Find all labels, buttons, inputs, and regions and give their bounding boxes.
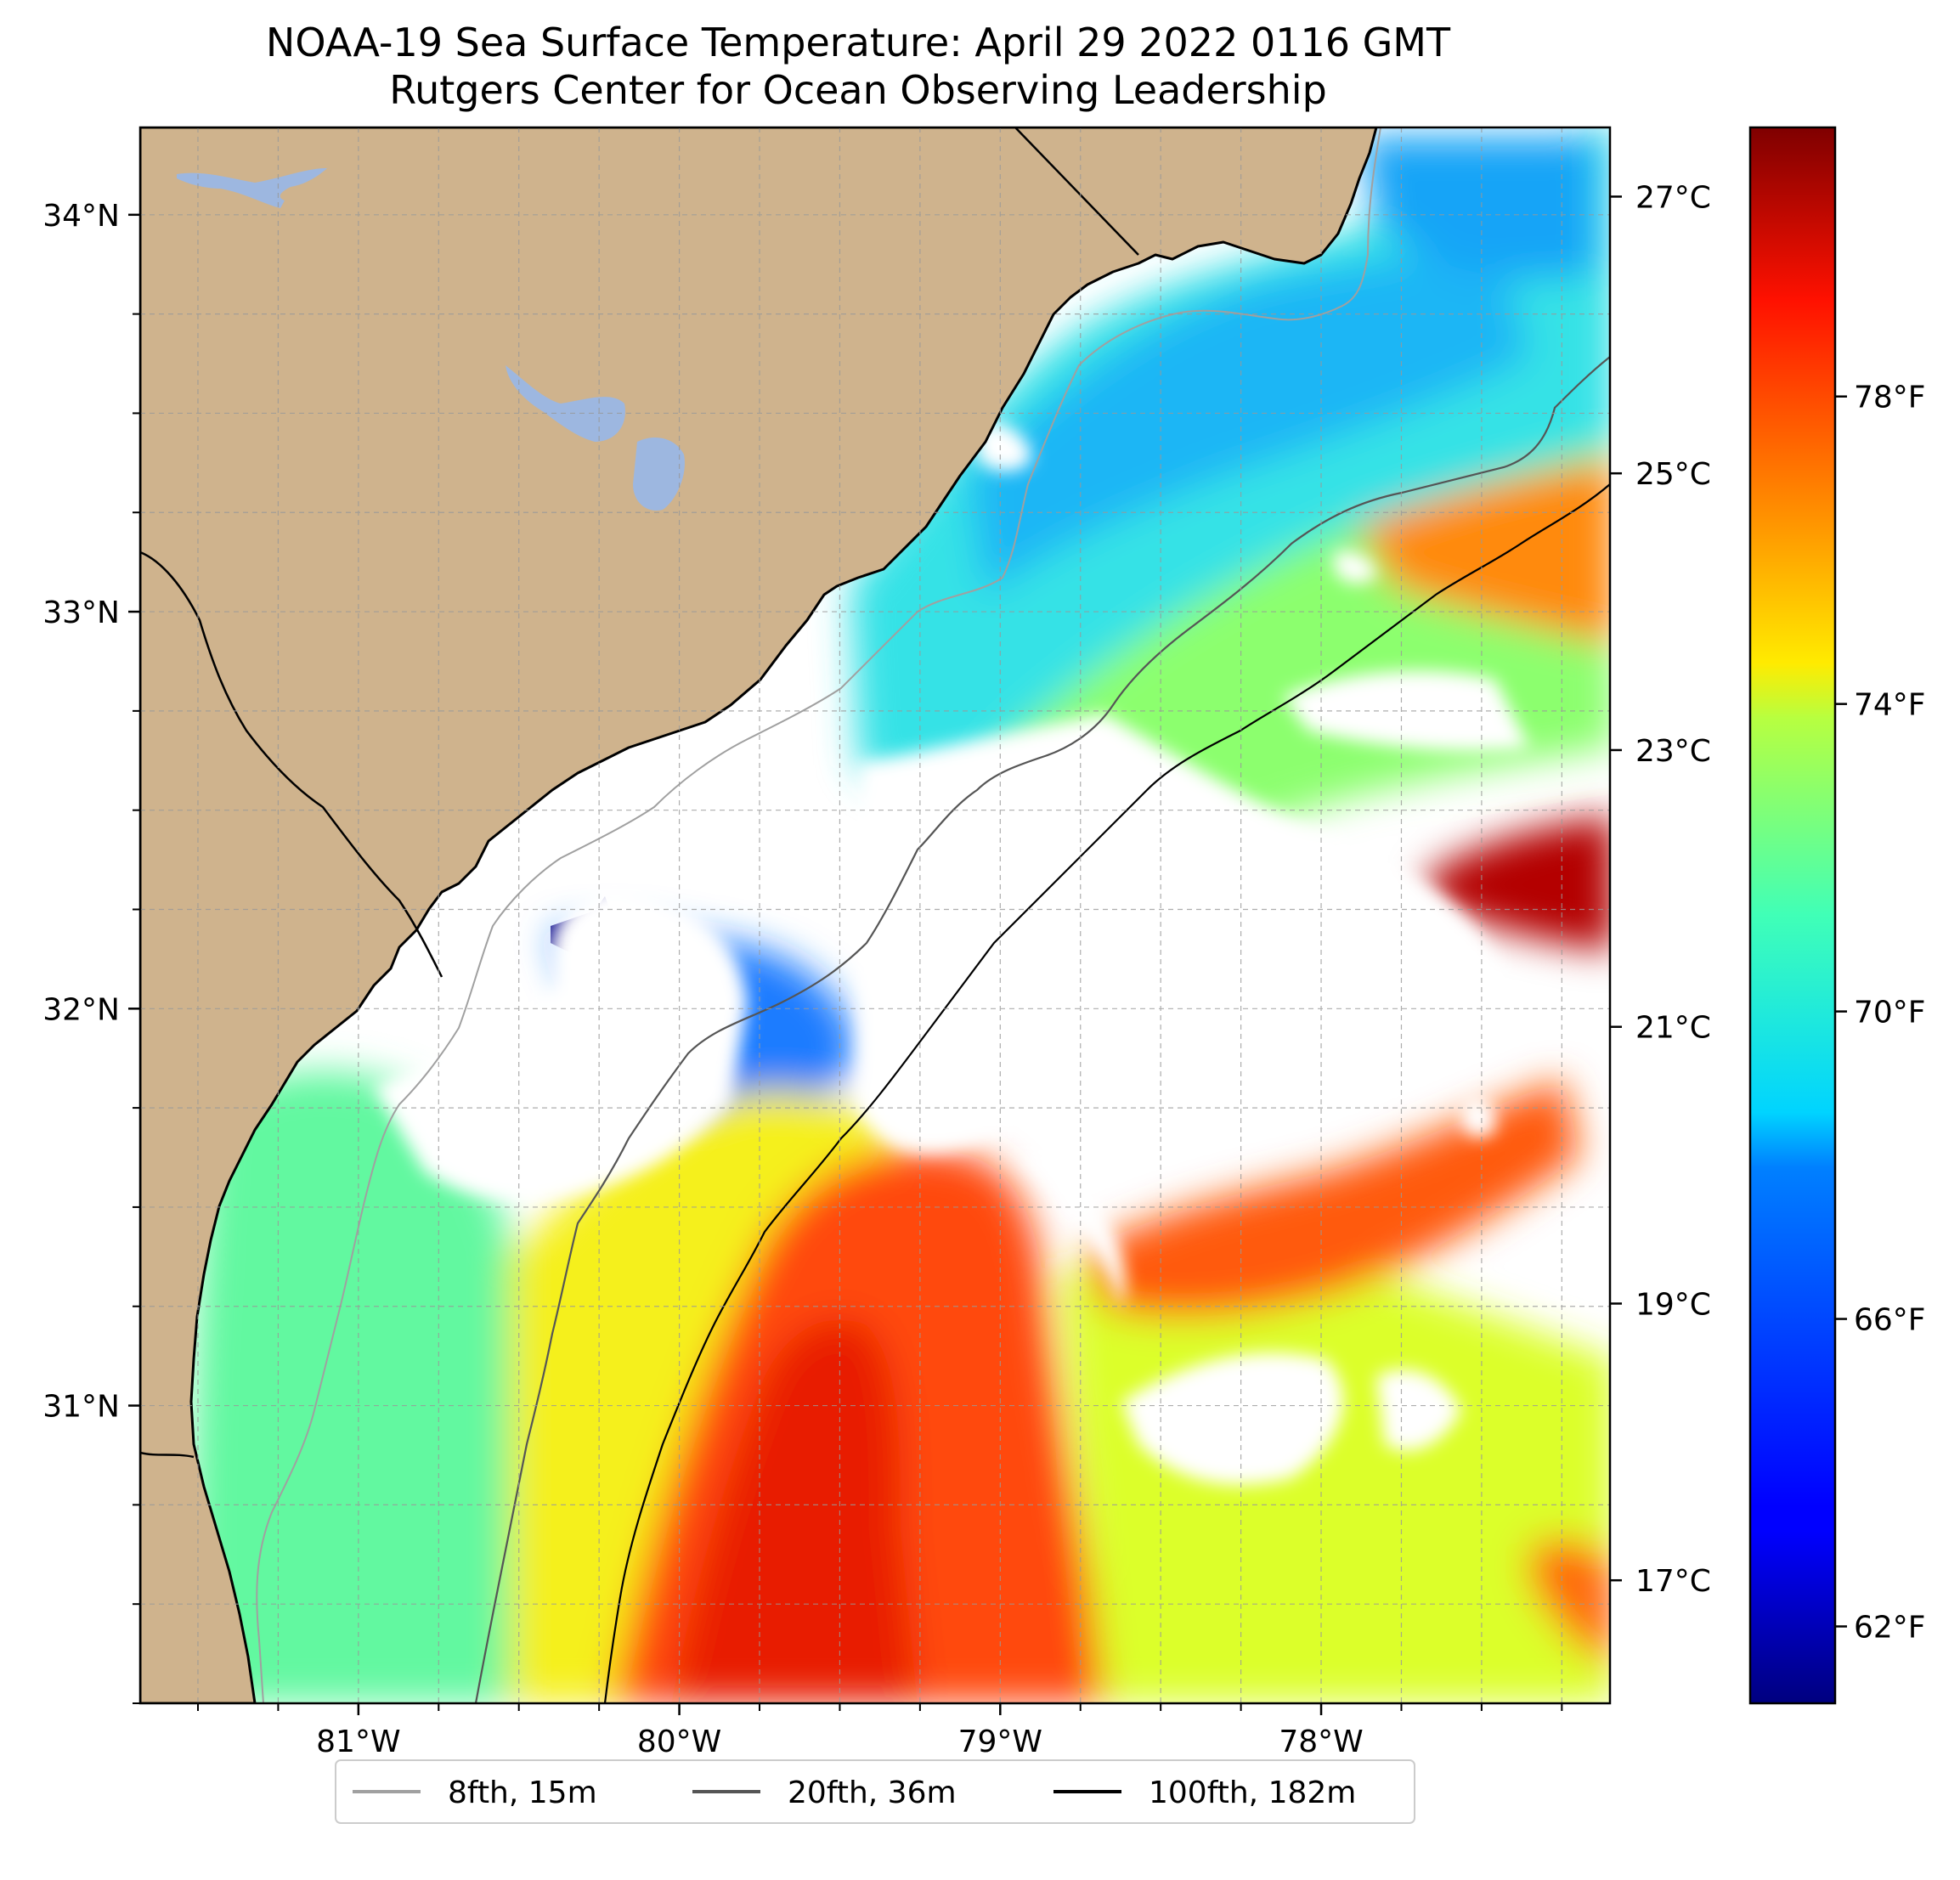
isobath-8fth [256,127,1381,1703]
sst-field [192,127,1610,1703]
sst-south-shelf [192,1071,527,1703]
sst-cool-north-core [969,238,1529,595]
sst-warm-east [1359,460,1610,645]
lat-tick-label: 34°N [42,199,120,234]
lon-tick-label: 80°W [637,1725,721,1759]
celsius-axis: 27°C 25°C 23°C 21°C 19°C 17°C [1610,180,1711,1599]
celsius-tick-label: 23°C [1635,734,1711,769]
celsius-tick-label: 17°C [1635,1564,1711,1599]
celsius-tick-label: 21°C [1635,1011,1711,1046]
sst-offshore-yellow [1062,1249,1610,1703]
map-frame [138,126,1612,1705]
legend-box [335,1759,1415,1824]
lakes [177,168,685,511]
lon-axis: 81°W 80°W 79°W 78°W [316,1703,1364,1759]
fahrenheit-tick-label: 78°F [1854,381,1926,415]
borders [140,127,1139,1459]
legend-label: 20fth, 36m [788,1776,957,1810]
cloud-gaps [374,422,1529,1485]
legend-label: 100fth, 182m [1149,1776,1356,1810]
map-panel [140,127,1610,1703]
lat-tick-label: 33°N [42,596,120,630]
sst-hot-core-east [1427,816,1610,951]
fahrenheit-tick-label: 62°F [1854,1611,1926,1646]
celsius-tick-label: 27°C [1635,180,1711,215]
legend-label: 8fth, 15m [448,1776,597,1810]
gridlines [140,127,1610,1703]
sst-warm-filament [1087,1079,1580,1318]
lake-moultrie [633,438,685,511]
lat-tick-label: 31°N [42,1390,120,1425]
lat-tick-label: 32°N [42,992,120,1027]
sst-gulf-stream-core [671,1318,918,1703]
fahrenheit-tick-label: 66°F [1854,1303,1926,1338]
lon-tick-label: 79°W [958,1725,1042,1759]
colorbar [1748,126,1837,1705]
title-line-1: NOAA-19 Sea Surface Temperature: April 2… [266,20,1451,65]
title-line-2: Rutgers Center for Ocean Observing Leade… [389,67,1327,113]
fahrenheit-axis: 78°F 74°F 70°F 66°F 62°F [1835,381,1926,1646]
lat-axis: 34°N 33°N 32°N 31°N [42,199,140,1425]
lon-tick-label: 81°W [316,1725,400,1759]
celsius-tick-label: 25°C [1635,457,1711,492]
land [140,127,1378,1703]
fahrenheit-tick-label: 70°F [1854,996,1926,1030]
isobath-100fth [603,483,1610,1703]
lake-marion [506,365,625,442]
lon-tick-label: 78°W [1279,1725,1363,1759]
isobath-20fth [474,356,1610,1703]
celsius-tick-label: 19°C [1635,1287,1711,1322]
minor-ticks [133,313,1563,1711]
sst-warm-southeast [1529,1538,1610,1664]
isobaths [256,127,1610,1703]
sst-cool-northeast [1359,136,1597,279]
fahrenheit-tick-label: 74°F [1854,688,1926,723]
lake-north [177,168,327,208]
legend: 8fth, 15m 20fth, 36m 100fth, 182m [335,1759,1415,1824]
